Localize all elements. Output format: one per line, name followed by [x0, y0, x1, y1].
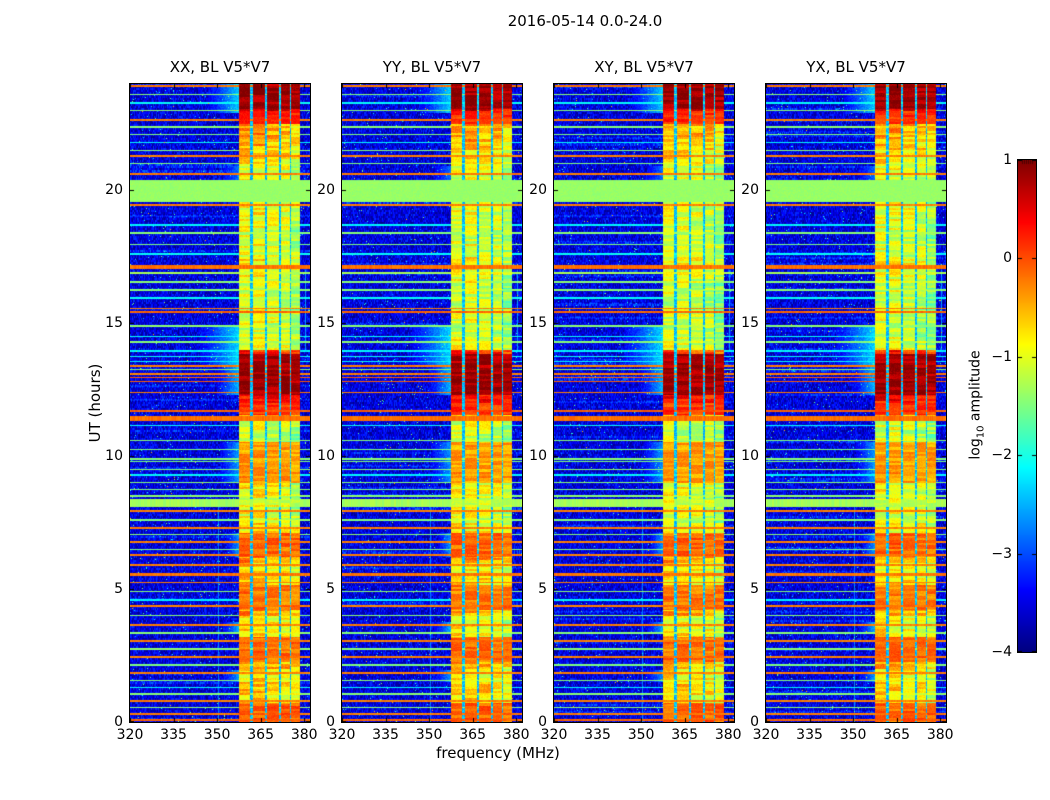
- spectrogram-canvas-xx: [130, 84, 310, 722]
- y-tick-label: 0: [326, 714, 335, 730]
- colorbar: [1017, 159, 1037, 653]
- y-tick-label: 15: [105, 315, 123, 332]
- x-tick-label: 380: [926, 727, 954, 743]
- colorbar-label: log10 amplitude: [968, 350, 987, 459]
- x-tick-label: 365: [459, 727, 487, 743]
- x-tick-label: 320: [540, 727, 568, 743]
- x-tick-label: 350: [415, 727, 443, 743]
- colorbar-tick-label: 0: [1003, 250, 1012, 267]
- y-tick-label: 20: [741, 182, 759, 199]
- y-tick-label: 10: [529, 448, 547, 465]
- colorbar-label-subscript: 10: [975, 425, 987, 439]
- spectrogram-panel-yx: [765, 83, 947, 723]
- figure-title: 2016-05-14 0.0-24.0: [507, 12, 663, 30]
- colorbar-gradient: [1018, 160, 1036, 652]
- spectrogram-canvas-xy: [554, 84, 734, 722]
- colorbar-tick-label: −3: [991, 545, 1012, 562]
- spectrogram-panel-xy: [553, 83, 735, 723]
- y-tick-label: 5: [750, 581, 759, 598]
- x-axis-label: frequency (MHz): [436, 744, 560, 762]
- y-tick-label: 15: [741, 315, 759, 332]
- spectrogram-panel-xx: [129, 83, 311, 723]
- x-tick-label: 365: [247, 727, 275, 743]
- y-axis-label: UT (hours): [86, 363, 104, 443]
- x-tick-label: 350: [839, 727, 867, 743]
- y-tick-label: 0: [538, 714, 547, 730]
- colorbar-tick-label: −4: [991, 644, 1012, 660]
- y-tick-label: 0: [750, 714, 759, 730]
- x-tick-label: 335: [796, 727, 823, 743]
- y-tick-label: 5: [326, 581, 335, 598]
- colorbar-tick-label: −1: [991, 348, 1012, 365]
- y-tick-label: 0: [114, 714, 123, 730]
- x-tick-label: 350: [203, 727, 231, 743]
- panel-title-xy: XY, BL V5*V7: [594, 58, 694, 76]
- y-tick-label: 10: [105, 448, 123, 465]
- y-tick-label: 5: [538, 581, 547, 598]
- x-tick-label: 320: [752, 727, 780, 743]
- x-tick-label: 380: [290, 727, 318, 743]
- panel-title-yx: YX, BL V5*V7: [806, 58, 906, 76]
- x-tick-label: 350: [627, 727, 655, 743]
- x-tick-label: 335: [372, 727, 399, 743]
- x-tick-label: 335: [584, 727, 611, 743]
- x-tick-label: 320: [328, 727, 356, 743]
- x-tick-label: 320: [116, 727, 144, 743]
- x-tick-label: 365: [671, 727, 699, 743]
- y-tick-label: 10: [317, 448, 335, 465]
- panel-title-yy: YY, BL V5*V7: [382, 58, 482, 76]
- colorbar-label-suffix: amplitude: [967, 350, 984, 426]
- spectrogram-canvas-yx: [766, 84, 946, 722]
- y-tick-label: 5: [114, 581, 123, 598]
- panel-title-xx: XX, BL V5*V7: [169, 58, 271, 76]
- colorbar-label-prefix: log: [967, 438, 984, 460]
- y-tick-label: 20: [529, 182, 547, 199]
- y-tick-label: 20: [105, 182, 123, 199]
- colorbar-tick-label: −2: [991, 447, 1012, 464]
- spectrogram-canvas-yy: [342, 84, 522, 722]
- y-tick-label: 10: [741, 448, 759, 465]
- x-tick-label: 335: [160, 727, 187, 743]
- x-tick-label: 380: [502, 727, 530, 743]
- y-tick-label: 15: [529, 315, 547, 332]
- colorbar-tick-label: 1: [1003, 152, 1012, 168]
- spectrogram-panel-yy: [341, 83, 523, 723]
- y-tick-label: 15: [317, 315, 335, 332]
- y-tick-label: 20: [317, 182, 335, 199]
- x-tick-label: 380: [714, 727, 742, 743]
- x-tick-label: 365: [883, 727, 911, 743]
